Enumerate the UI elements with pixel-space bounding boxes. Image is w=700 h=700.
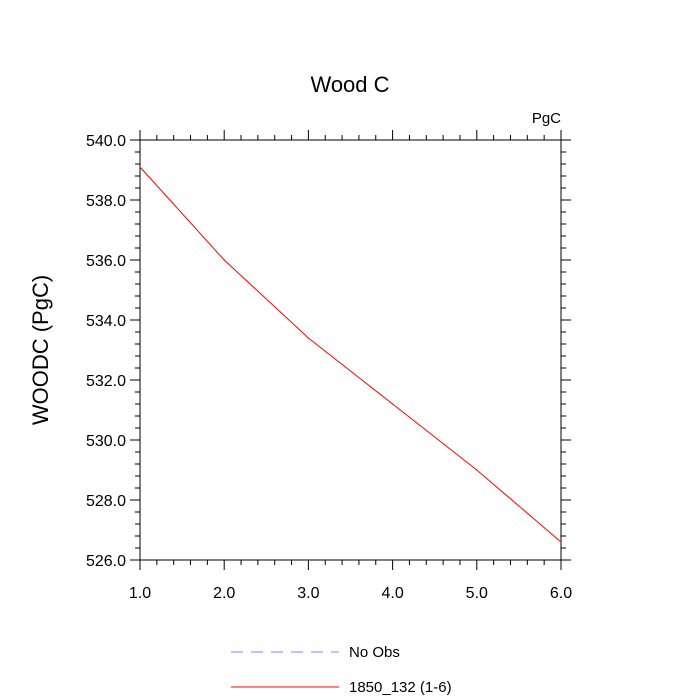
units-label: PgC xyxy=(532,110,561,127)
data-point xyxy=(223,259,225,261)
plot-frame xyxy=(139,139,562,561)
y-tick-label: 530.0 xyxy=(86,433,126,450)
y-tick-label: 536.0 xyxy=(86,253,126,270)
data-point xyxy=(392,403,394,405)
data-point xyxy=(560,541,562,543)
y-tick-label: 534.0 xyxy=(86,313,126,330)
legend-label-1: 1850_132 (1-6) xyxy=(349,679,452,696)
chart-title: Wood C xyxy=(310,72,389,97)
x-tick-label: 5.0 xyxy=(466,585,488,602)
x-tick-label: 4.0 xyxy=(381,585,403,602)
data-point xyxy=(476,469,478,471)
y-tick-label: 528.0 xyxy=(86,493,126,510)
series-line-1 xyxy=(139,166,562,543)
y-axis-label: WOODC (PgC) xyxy=(28,275,53,425)
data-point xyxy=(307,337,309,339)
x-tick-label: 6.0 xyxy=(550,585,572,602)
y-tick-label: 538.0 xyxy=(86,193,126,210)
y-tick-label: 540.0 xyxy=(86,133,126,150)
legend-label-0: No Obs xyxy=(349,644,400,661)
y-axis: 526.0 528.0 530.0 532.0 534.0 536.0 538.0 540.0 xyxy=(86,133,571,570)
x-tick-label: 3.0 xyxy=(297,585,319,602)
y-tick-label: 532.0 xyxy=(86,373,126,390)
y-tick-label: 526.0 xyxy=(86,553,126,570)
x-tick-label: 2.0 xyxy=(213,585,235,602)
series-layer xyxy=(139,166,562,543)
x-tick-label: 1.0 xyxy=(129,585,151,602)
plot-border xyxy=(139,139,562,561)
data-point xyxy=(139,166,141,168)
x-axis: 1.0 2.0 3.0 4.0 5.0 6.0 xyxy=(129,130,572,602)
legend: No Obs 1850_132 (1-6) xyxy=(231,644,452,696)
